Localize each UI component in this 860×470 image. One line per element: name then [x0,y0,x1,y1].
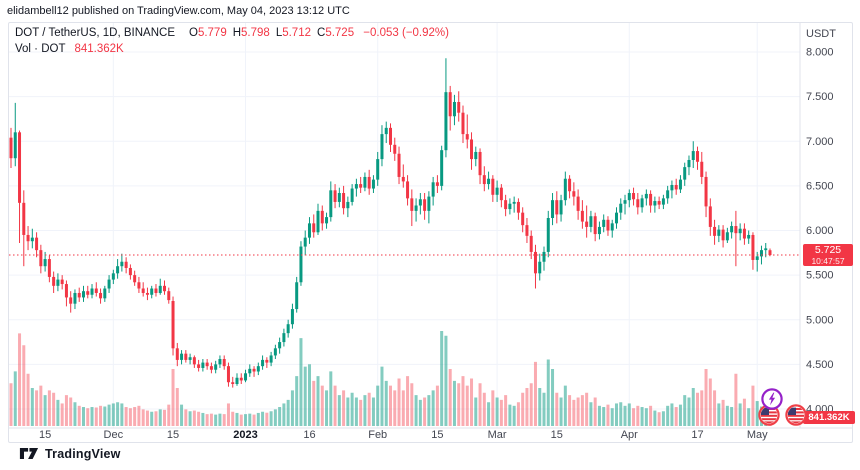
ohlc-readout: O5.779 H5.798 L5.712 C5.725 [183,27,354,39]
grid-lines [9,23,800,428]
time-axis-labels[interactable]: 15 Dec 15 2023 16 Feb 15 Mar 15 Apr 17 May [39,429,768,441]
svg-text:Mar: Mar [488,429,507,441]
brand-name: TradingView [45,446,121,461]
volume-bars [9,331,772,426]
svg-text:Apr: Apr [621,429,638,441]
svg-text:17: 17 [691,429,703,441]
svg-text:15: 15 [431,429,443,441]
open-value: 5.779 [197,27,227,39]
bar-countdown: 10:47:57 [811,256,845,266]
us-flag-icon[interactable] [784,403,808,427]
low-key: L [275,27,283,39]
svg-text:15: 15 [167,429,179,441]
open-key: O [188,27,198,39]
svg-text:6.000: 6.000 [806,225,834,237]
symbol-title: DOT / TetherUS, 1D, BINANCE [15,27,175,39]
svg-text:7.000: 7.000 [806,136,834,148]
chart-card: USDT 8.000 7.500 7.000 6.500 6.000 5.500 5.000 4… [8,22,855,443]
svg-text:5.000: 5.000 [806,314,834,326]
volume-legend: Vol · DOT 841.362K [15,43,124,55]
svg-text:4.500: 4.500 [806,359,834,371]
last-price-value: 5.725 [814,244,842,256]
volume-value: 841.362K [74,43,124,55]
svg-text:15: 15 [551,429,563,441]
volume-title: Vol · DOT [15,43,66,55]
svg-text:6.500: 6.500 [806,180,834,192]
low-value: 5.712 [282,27,311,39]
price-chart-canvas[interactable]: USDT 8.000 7.500 7.000 6.500 6.000 5.500 5.000 4… [9,23,852,442]
attribution-text: elidambell12 published on TradingView.co… [7,5,350,17]
high-key: H [232,27,242,39]
close-value: 5.725 [325,27,355,39]
svg-text:7.500: 7.500 [806,91,834,103]
svg-text:Feb: Feb [368,429,387,441]
chart-legend: DOT / TetherUS, 1D, BINANCE O5.779 H5.798 L… [15,27,449,39]
high-value: 5.798 [241,27,270,39]
svg-text:5.500: 5.500 [806,270,834,282]
last-price-badge: 5.725 10:47:57 [803,244,853,266]
volume-badge: 841.362K [803,411,855,424]
svg-text:15: 15 [39,429,51,441]
candles [9,58,772,388]
svg-text:8.000: 8.000 [806,47,834,59]
close-key: C [317,27,326,39]
svg-text:16: 16 [303,429,315,441]
lightning-icon[interactable] [760,387,784,411]
change-readout: −0.053 (−0.92%) [363,27,449,39]
tradingview-brand-link[interactable]: TradingView [19,446,121,461]
tradingview-logo-icon [19,448,39,459]
price-axis-labels[interactable]: USDT 8.000 7.500 7.000 6.500 6.000 5.500 5.000 4… [806,28,836,416]
svg-text:USDT: USDT [806,28,836,40]
svg-text:Dec: Dec [104,429,124,441]
svg-text:May: May [747,429,768,441]
svg-text:2023: 2023 [233,429,257,441]
